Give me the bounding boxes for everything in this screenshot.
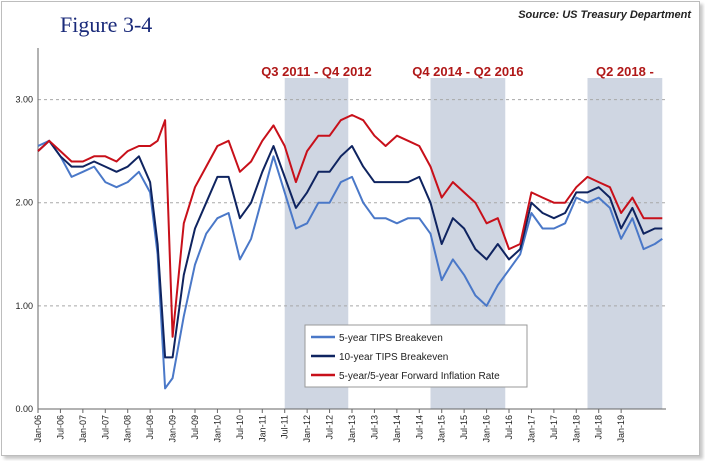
legend-label: 5-year TIPS Breakeven (339, 333, 443, 344)
figure-title: Figure 3-4 (60, 12, 153, 37)
x-tick-label: Jan-19 (616, 415, 626, 443)
series-line (37, 139, 663, 390)
x-tick-label: Jul-06 (55, 415, 65, 440)
x-tick-label: Jan-11 (257, 415, 267, 442)
x-tick-label: Jul-07 (100, 415, 110, 440)
y-tick-label: 1.00 (15, 301, 33, 311)
x-tick-label: Jan-09 (168, 415, 178, 443)
x-tick-label: Jan-07 (78, 415, 88, 443)
y-tick-label: 3.00 (15, 95, 33, 105)
y-tick-label: 0.00 (15, 404, 33, 414)
x-tick-label: Jan-13 (347, 415, 357, 443)
x-tick-label: Jul-12 (325, 415, 335, 440)
axes: 0.00 1.00 2.00 3.00 Jan-06 Jul-06 Jan-07 Jul-07… (15, 48, 666, 443)
x-tick-label: Jul-11 (280, 415, 290, 439)
x-tick-label: Jul-17 (549, 415, 559, 440)
period-labels: Q3 2011 - Q4 2012 Q4 2014 - Q2 2016 Q2 201… (261, 64, 654, 79)
x-tick-label: Jan-15 (437, 415, 447, 443)
x-tick-label: Jan-08 (123, 415, 133, 443)
legend: 5-year TIPS Breakeven 10-year TIPS Breake… (304, 324, 528, 388)
x-tick-label: Jul-14 (414, 415, 424, 440)
shaded-period (587, 78, 663, 409)
x-tick-label: Jan-17 (526, 415, 536, 443)
x-tick-label: Jan-10 (212, 415, 222, 443)
x-tick-label: Jul-13 (369, 415, 379, 440)
x-tick-label: Jul-16 (504, 415, 514, 440)
x-tick-label: Jul-15 (459, 415, 469, 440)
x-tick-label: Jul-18 (594, 415, 604, 440)
source-note: Source: US Treasury Department (518, 9, 691, 21)
x-tick-label: Jan-18 (571, 415, 581, 443)
x-tick-label: Jan-16 (482, 415, 492, 443)
x-tick-label: Jan-06 (33, 415, 43, 443)
x-tick-label: Jul-10 (235, 415, 245, 440)
period-label: Q3 2011 - Q4 2012 (261, 64, 372, 79)
legend-box (304, 324, 528, 388)
legend-label: 5-year/5-year Forward Inflation Rate (339, 371, 500, 382)
series-line (37, 139, 663, 359)
x-tick-label: Jul-08 (145, 415, 155, 440)
x-tick-label: Jan-12 (302, 415, 312, 443)
period-label: Q2 2018 - (596, 64, 654, 79)
y-tick-label: 2.00 (15, 198, 33, 208)
series-lines (37, 114, 663, 390)
series-line (37, 114, 663, 338)
period-label: Q4 2014 - Q2 2016 (412, 64, 523, 79)
x-tick-label: Jul-09 (190, 415, 200, 440)
x-tick-label: Jan-14 (392, 415, 402, 443)
legend-label: 10-year TIPS Breakeven (339, 352, 448, 363)
